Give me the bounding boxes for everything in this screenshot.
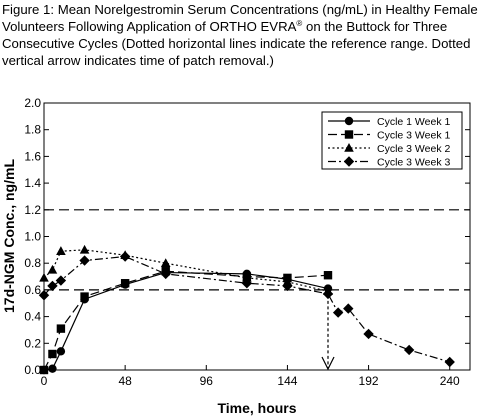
data-point <box>39 272 49 282</box>
data-point <box>403 344 415 356</box>
y-tick-label: 1.0 <box>24 230 41 244</box>
data-point <box>47 264 58 274</box>
data-point <box>242 272 252 282</box>
x-tick-label: 192 <box>359 374 379 388</box>
legend-label: Cycle 3 Week 1 <box>377 130 450 142</box>
data-point <box>444 356 455 368</box>
arrow-head <box>321 356 335 371</box>
data-point <box>241 278 253 289</box>
data-point <box>79 255 90 266</box>
data-point <box>47 280 58 292</box>
data-point <box>56 246 66 255</box>
series-line <box>43 270 329 371</box>
y-tick-label: 0.4 <box>24 310 41 324</box>
y-axis: 0.0 0.2 0.4 0.6 0.8 1.0 1.2 1.4 1.6 1.8 2.0 <box>24 96 470 377</box>
x-tick-label: 240 <box>440 374 460 388</box>
x-tick-label: 48 <box>118 374 132 388</box>
data-point <box>323 271 333 280</box>
series-line <box>43 255 450 363</box>
data-point <box>55 275 67 286</box>
legend-marker <box>344 130 354 139</box>
data-point <box>282 280 293 292</box>
data-point <box>343 303 354 314</box>
figure-caption: Figure 1: Mean Norelgestromin Serum Conc… <box>2 1 478 69</box>
caption-registered-mark: ® <box>296 19 303 28</box>
y-axis-title: 17d-NGM Conc., ng/mL <box>1 159 17 313</box>
data-point <box>119 251 131 262</box>
y-tick-label: 1.8 <box>24 123 41 137</box>
legend-label: Cycle 1 Week 1 <box>377 116 450 128</box>
reference-lines <box>44 209 470 291</box>
data-point <box>79 244 90 254</box>
patch-removal-arrow <box>321 289 335 371</box>
series-line <box>43 249 329 292</box>
y-tick-label: 0.8 <box>24 256 41 270</box>
data-point <box>39 365 49 375</box>
y-tick-label: 1.6 <box>24 149 41 163</box>
data-point <box>160 268 171 280</box>
legend-label: Cycle 3 Week 2 <box>377 143 450 155</box>
legend-marker <box>343 156 355 167</box>
x-tick-label: 144 <box>277 374 297 388</box>
data-point <box>332 307 344 318</box>
y-tick-label: 0.2 <box>24 336 41 350</box>
data-point <box>56 347 66 356</box>
series <box>38 251 455 368</box>
y-tick-label: 1.4 <box>24 176 41 190</box>
y-tick-label: 1.2 <box>24 203 41 217</box>
data-point <box>48 364 57 373</box>
x-tick-label: 96 <box>200 374 214 388</box>
legend-label: Cycle 3 Week 3 <box>377 157 450 169</box>
data-point <box>48 349 57 359</box>
y-tick-label: 0.0 <box>24 363 41 377</box>
data-point <box>120 279 130 288</box>
data-point <box>322 288 334 300</box>
data-point <box>56 324 66 333</box>
y-tick-label: 0.6 <box>24 283 41 297</box>
y-tick-label: 2.0 <box>24 96 41 110</box>
legend-marker <box>344 143 354 152</box>
data-point <box>160 258 171 267</box>
x-axis: 0 48 96 144 192 240 <box>41 365 460 388</box>
data-point <box>80 292 89 301</box>
caption-text-continued: on the Buttock for Three Consecutive Cyc… <box>2 19 471 68</box>
caption-text: Figure 1: Mean Norelgestromin Serum Conc… <box>2 2 478 34</box>
series-group <box>38 244 455 375</box>
x-axis-title: Time, hours <box>217 400 296 416</box>
legend-marker <box>344 116 354 126</box>
data-point <box>38 290 50 301</box>
x-tick-label: 0 <box>41 374 48 388</box>
data-point <box>363 328 374 340</box>
